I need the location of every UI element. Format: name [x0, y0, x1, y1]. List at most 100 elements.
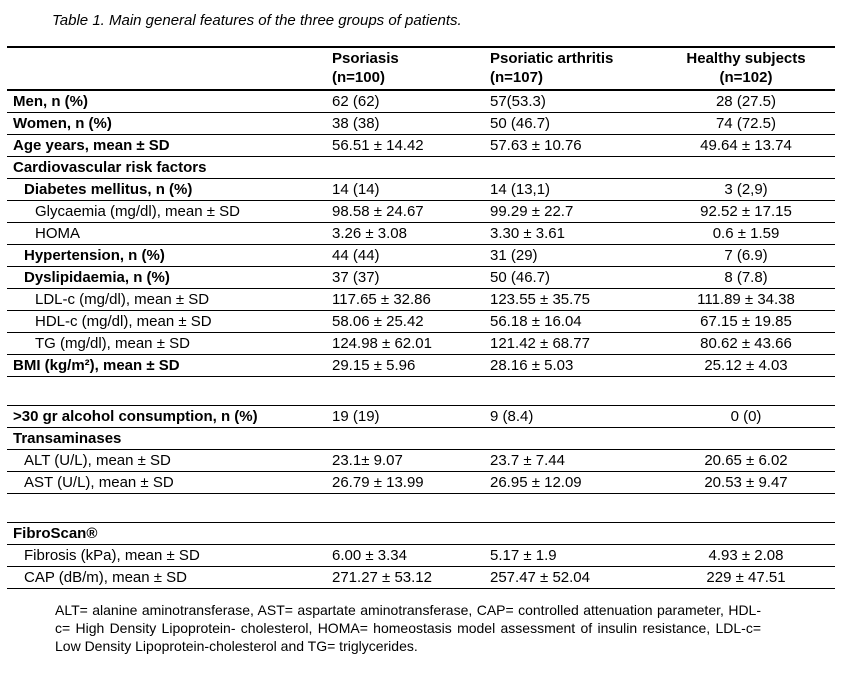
- cell-value: 14 (14): [327, 178, 485, 201]
- cell-value: 62 (62): [327, 90, 485, 113]
- cell-value: 29.15 ± 5.96: [327, 354, 485, 377]
- table-row: AST (U/L), mean ± SD 26.79 ± 13.99 26.95 ±…: [7, 471, 835, 494]
- cell-value: 50 (46.7): [485, 112, 657, 135]
- cell-value: 123.55 ± 35.75: [485, 288, 657, 311]
- cell-value: 25.12 ± 4.03: [657, 354, 835, 377]
- cell-value: 20.65 ± 6.02: [657, 449, 835, 472]
- row-label: HDL-c (mg/dl), mean ± SD: [7, 310, 327, 333]
- cell-value: 229 ± 47.51: [657, 566, 835, 589]
- row-label: Diabetes mellitus, n (%): [7, 178, 327, 201]
- row-label: Transaminases: [7, 427, 327, 450]
- cell-value: 37 (37): [327, 266, 485, 289]
- cell-value: 9 (8.4): [485, 405, 657, 428]
- row-label: HOMA: [7, 222, 327, 245]
- header-row: Psoriasis (n=100) Psoriatic arthritis (n…: [7, 46, 835, 91]
- cell-value: 3 (2,9): [657, 178, 835, 201]
- section-row: Cardiovascular risk factors: [7, 156, 835, 179]
- cell-value: 80.62 ± 43.66: [657, 332, 835, 355]
- cell-value: 117.65 ± 32.86: [327, 288, 485, 311]
- row-label: Women, n (%): [7, 112, 327, 135]
- cell-value: 58.06 ± 25.42: [327, 310, 485, 333]
- row-label: LDL-c (mg/dl), mean ± SD: [7, 288, 327, 311]
- spacer-cell: [7, 493, 835, 523]
- section-row: Transaminases: [7, 427, 835, 450]
- row-label: Dyslipidaemia, n (%): [7, 266, 327, 289]
- table-row: >30 gr alcohol consumption, n (%) 19 (19)…: [7, 405, 835, 428]
- cell-value: 57.63 ± 10.76: [485, 134, 657, 157]
- table-row: CAP (dB/m), mean ± SD 271.27 ± 53.12 257.4…: [7, 566, 835, 589]
- cell-value: [657, 427, 835, 450]
- cell-value: 0.6 ± 1.59: [657, 222, 835, 245]
- cell-value: 31 (29): [485, 244, 657, 267]
- cell-value: 57(53.3): [485, 90, 657, 113]
- table-row: Women, n (%) 38 (38) 50 (46.7) 74 (72.5): [7, 112, 835, 135]
- table-row: Fibrosis (kPa), mean ± SD 6.00 ± 3.34 5.17…: [7, 544, 835, 567]
- cell-value: 0 (0): [657, 405, 835, 428]
- cell-value: [485, 522, 657, 545]
- cell-value: 56.51 ± 14.42: [327, 134, 485, 157]
- cell-value: 38 (38): [327, 112, 485, 135]
- table-row: Dyslipidaemia, n (%) 37 (37) 50 (46.7) 8 (7…: [7, 266, 835, 289]
- cell-value: 67.15 ± 19.85: [657, 310, 835, 333]
- cell-value: 23.7 ± 7.44: [485, 449, 657, 472]
- cell-value: 8 (7.8): [657, 266, 835, 289]
- row-label: TG (mg/dl), mean ± SD: [7, 332, 327, 355]
- spacer-row: [7, 376, 835, 406]
- row-label: CAP (dB/m), mean ± SD: [7, 566, 327, 589]
- cell-value: 49.64 ± 13.74: [657, 134, 835, 157]
- table-row: Hypertension, n (%) 44 (44) 31 (29) 7 (6.9): [7, 244, 835, 267]
- cell-value: 28.16 ± 5.03: [485, 354, 657, 377]
- cell-value: 92.52 ± 17.15: [657, 200, 835, 223]
- cell-value: 74 (72.5): [657, 112, 835, 135]
- table-row: HOMA 3.26 ± 3.08 3.30 ± 3.61 0.6 ± 1.59: [7, 222, 835, 245]
- row-label: >30 gr alcohol consumption, n (%): [7, 405, 327, 428]
- cell-value: 44 (44): [327, 244, 485, 267]
- cell-value: 20.53 ± 9.47: [657, 471, 835, 494]
- table-row: LDL-c (mg/dl), mean ± SD 117.65 ± 32.86 12…: [7, 288, 835, 311]
- cell-value: 56.18 ± 16.04: [485, 310, 657, 333]
- cell-value: 3.30 ± 3.61: [485, 222, 657, 245]
- cell-value: 28 (27.5): [657, 90, 835, 113]
- cell-value: 121.42 ± 68.77: [485, 332, 657, 355]
- cell-value: 124.98 ± 62.01: [327, 332, 485, 355]
- table-caption: Table 1. Main general features of the th…: [52, 12, 462, 29]
- cell-value: 111.89 ± 34.38: [657, 288, 835, 311]
- cell-value: 26.95 ± 12.09: [485, 471, 657, 494]
- page: Table 1. Main general features of the th…: [0, 12, 843, 688]
- cell-value: [327, 156, 485, 179]
- cell-value: 99.29 ± 22.7: [485, 200, 657, 223]
- table-row: Men, n (%) 62 (62) 57(53.3) 28 (27.5): [7, 90, 835, 113]
- table-row: BMI (kg/m²), mean ± SD 29.15 ± 5.96 28.16 …: [7, 354, 835, 377]
- cell-value: 98.58 ± 24.67: [327, 200, 485, 223]
- row-label: Fibrosis (kPa), mean ± SD: [7, 544, 327, 567]
- cell-value: 4.93 ± 2.08: [657, 544, 835, 567]
- cell-value: [657, 522, 835, 545]
- table-row: Age years, mean ± SD 56.51 ± 14.42 57.63 ±…: [7, 134, 835, 157]
- spacer-row: [7, 493, 835, 523]
- cell-value: 50 (46.7): [485, 266, 657, 289]
- row-label: Hypertension, n (%): [7, 244, 327, 267]
- cell-value: 26.79 ± 13.99: [327, 471, 485, 494]
- spacer-cell: [7, 376, 835, 406]
- patients-table: Psoriasis (n=100) Psoriatic arthritis (n…: [7, 46, 835, 589]
- cell-value: 271.27 ± 53.12: [327, 566, 485, 589]
- cell-value: [485, 427, 657, 450]
- cell-value: 14 (13,1): [485, 178, 657, 201]
- row-label: ALT (U/L), mean ± SD: [7, 449, 327, 472]
- header-psoriatic-arthritis: Psoriatic arthritis (n=107): [485, 46, 657, 91]
- row-label: AST (U/L), mean ± SD: [7, 471, 327, 494]
- cell-value: 3.26 ± 3.08: [327, 222, 485, 245]
- row-label: Cardiovascular risk factors: [7, 156, 327, 179]
- header-psoriasis: Psoriasis (n=100): [327, 46, 485, 91]
- cell-value: 5.17 ± 1.9: [485, 544, 657, 567]
- cell-value: [657, 156, 835, 179]
- cell-value: 6.00 ± 3.34: [327, 544, 485, 567]
- table-row: TG (mg/dl), mean ± SD 124.98 ± 62.01 121.4…: [7, 332, 835, 355]
- table-body: Men, n (%) 62 (62) 57(53.3) 28 (27.5) Women,…: [7, 90, 835, 589]
- table-row: ALT (U/L), mean ± SD 23.1± 9.07 23.7 ± 7.4…: [7, 449, 835, 472]
- row-label: Men, n (%): [7, 90, 327, 113]
- cell-value: 257.47 ± 52.04: [485, 566, 657, 589]
- header-healthy-subjects: Healthy subjects (n=102): [657, 46, 835, 91]
- cell-value: [485, 156, 657, 179]
- table-row: Glycaemia (mg/dl), mean ± SD 98.58 ± 24.6…: [7, 200, 835, 223]
